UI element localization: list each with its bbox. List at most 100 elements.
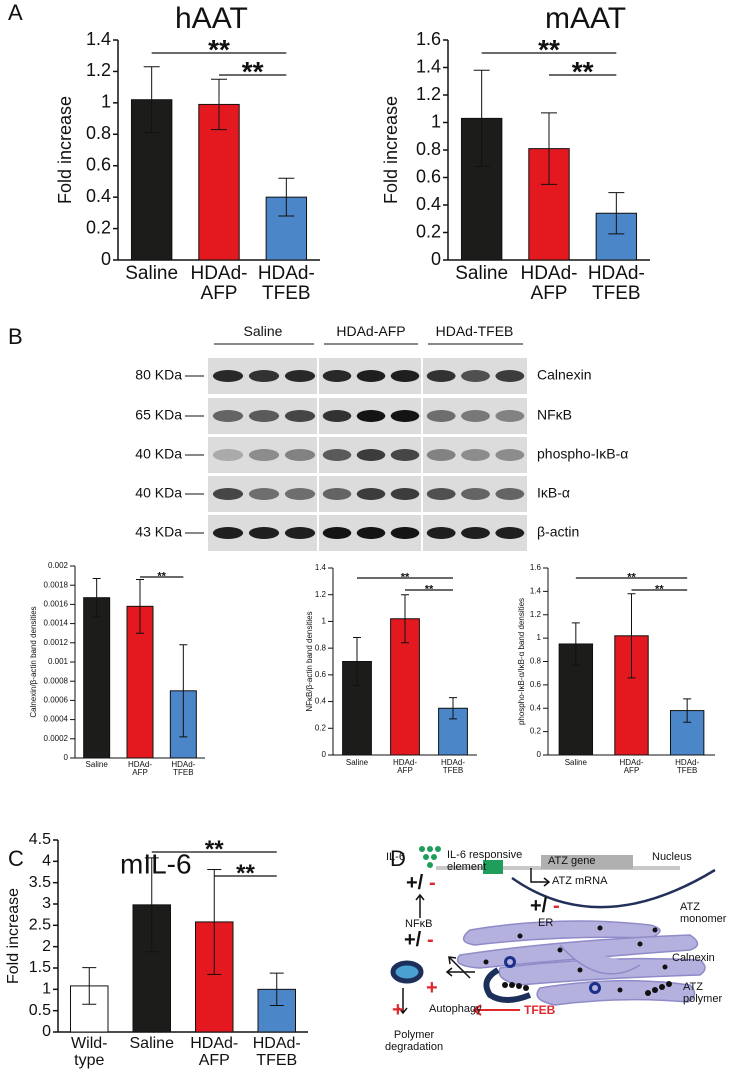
sign: - xyxy=(427,929,434,951)
blot-band xyxy=(212,449,244,461)
diagram-label: IL-6 responsive element xyxy=(447,849,523,873)
x-tick-label: Saline xyxy=(129,1035,174,1052)
chart-title: mIL-6 xyxy=(120,848,192,879)
error-bar xyxy=(683,698,692,723)
x-tick-label: Wild- type xyxy=(71,1035,108,1069)
y-tick-label: 1 xyxy=(322,617,327,626)
y-tick-label: 0.0014 xyxy=(44,619,69,628)
y-tick-label: 0 xyxy=(101,249,111,269)
chart-title: mAAT xyxy=(545,2,626,35)
y-tick-label: 0.0004 xyxy=(44,715,69,724)
significance-label: ** xyxy=(401,571,410,583)
blot-band xyxy=(426,449,456,461)
y-tick-label: 1 xyxy=(431,111,441,131)
y-tick-label: 0.4 xyxy=(86,186,111,206)
y-tick-label: 0.002 xyxy=(48,561,69,570)
y-tick-label: 0.6 xyxy=(416,166,441,186)
blot-band xyxy=(390,527,420,539)
y-axis-label: Fold increase xyxy=(5,888,22,984)
significance-label: ** xyxy=(157,570,166,582)
error-bar xyxy=(473,69,490,167)
blot-band xyxy=(461,488,490,500)
sign: +/ xyxy=(530,895,548,917)
blot-band xyxy=(461,370,490,382)
y-tick-label: 0.001 xyxy=(48,657,69,666)
significance-label: ** xyxy=(425,583,434,595)
blot-band xyxy=(248,527,280,539)
y-tick-label: 0.8 xyxy=(530,657,542,666)
error-bar xyxy=(143,66,160,134)
error-bar xyxy=(608,192,625,235)
diagram-label: ATZ mRNA xyxy=(552,875,608,887)
blot-band xyxy=(495,449,525,461)
y-tick-label: 2.5 xyxy=(29,917,51,934)
bar xyxy=(198,103,240,261)
blot-band xyxy=(356,527,386,539)
significance-label: ** xyxy=(655,583,664,595)
blot-band xyxy=(426,370,456,382)
y-tick-label: 1.2 xyxy=(416,84,441,104)
y-tick-label: 1.6 xyxy=(416,29,441,49)
y-tick-label: 1 xyxy=(537,633,542,642)
blot-band xyxy=(284,527,316,539)
y-tick-label: 0.0008 xyxy=(44,676,69,685)
y-tick-label: 0.4 xyxy=(530,703,542,712)
y-tick-label: 0.0016 xyxy=(44,600,69,609)
blot-band xyxy=(461,527,490,539)
error-bar xyxy=(541,112,557,185)
blot-band xyxy=(495,527,525,539)
sign: +/ xyxy=(404,929,422,951)
error-bar xyxy=(211,78,227,131)
x-tick-label: HDAd- AFP xyxy=(520,263,578,304)
blot-band xyxy=(248,410,280,422)
blot-band xyxy=(212,527,244,539)
x-tick-label: HDAd- TFEB xyxy=(675,758,700,776)
diagram-label: ER xyxy=(538,917,554,929)
blot-protein: NFκB xyxy=(537,407,572,423)
panel-label: A xyxy=(8,0,23,25)
y-tick-label: 0.2 xyxy=(416,221,441,241)
significance-label: ** xyxy=(572,56,594,87)
y-tick-label: 2 xyxy=(42,938,51,955)
x-tick-label: HDAd- TFEB xyxy=(257,263,315,304)
blot-band xyxy=(248,449,280,461)
blot-band xyxy=(322,488,352,500)
significance-label: ** xyxy=(627,571,636,583)
blot-band xyxy=(212,410,244,422)
blot-band xyxy=(495,410,525,422)
blot-band xyxy=(322,410,352,422)
blot-protein: phospho-IκB-α xyxy=(537,446,628,462)
blot-band xyxy=(322,527,352,539)
blot-size: 43 KDa xyxy=(135,524,182,540)
panel-label: D xyxy=(390,846,406,871)
y-tick-label: 0.6 xyxy=(530,680,542,689)
blot-band xyxy=(284,410,316,422)
x-tick-label: HDAd- AFP xyxy=(190,1035,239,1069)
blot-protein: Calnexin xyxy=(537,367,591,383)
diagram-label: Autophagy xyxy=(429,1003,482,1015)
blot-band xyxy=(426,527,456,539)
y-tick-label: 0 xyxy=(537,750,542,759)
y-axis-label: phospho-IκB-α/IκB-α band densities xyxy=(517,598,526,725)
y-tick-label: 0.2 xyxy=(530,727,542,736)
y-axis-label: Calnexin/β-actin band densities xyxy=(29,606,38,717)
error-bar xyxy=(278,177,295,217)
y-tick-label: 1.4 xyxy=(530,586,542,595)
x-tick-label: Saline xyxy=(125,263,179,284)
y-tick-label: 1.4 xyxy=(416,56,441,76)
x-tick-label: HDAd- TFEB xyxy=(440,758,465,776)
error-bar xyxy=(571,622,580,666)
blot-band xyxy=(284,370,316,382)
y-tick-label: 0 xyxy=(431,249,441,269)
sign: +/ xyxy=(406,872,424,894)
y-axis-label: Fold increase xyxy=(381,96,401,204)
blot-group: HDAd-TFEB xyxy=(435,323,514,339)
error-bar xyxy=(179,644,188,738)
blot-band xyxy=(461,410,490,422)
x-tick-label: Saline xyxy=(564,758,587,767)
blot-band xyxy=(212,370,244,382)
blot-band xyxy=(495,488,525,500)
diagram-label: ATZ polymer xyxy=(683,981,723,1005)
blot-protein: β-actin xyxy=(537,524,579,540)
x-tick-label: HDAd- AFP xyxy=(190,263,248,304)
